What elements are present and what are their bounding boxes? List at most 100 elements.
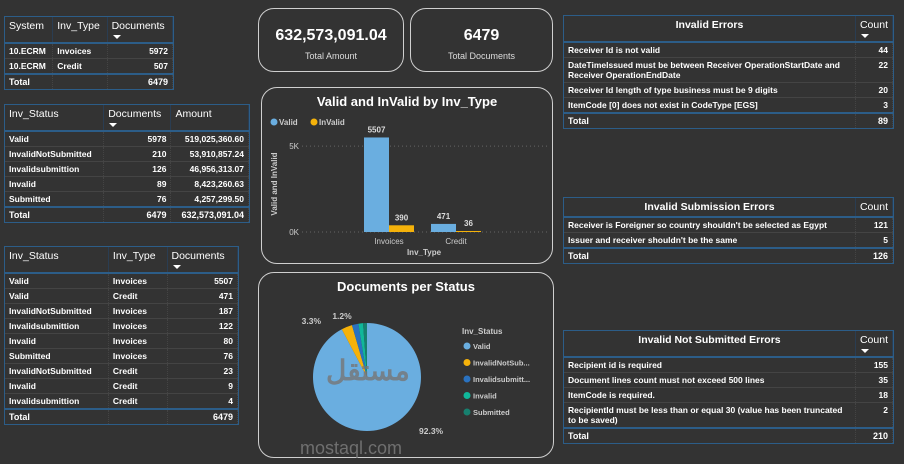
table-cell: 126 [855,247,894,263]
column-header[interactable]: Invalid Not Submitted Errors [564,331,856,358]
table-cell: Total [564,112,856,128]
kpi-label: Total Amount [304,51,358,61]
table-cell: 10.ECRM [5,43,54,59]
column-header[interactable]: Documents [167,247,238,274]
table-row: Invalidsubmittion Invoices 122 [5,318,238,334]
table-cell: Credit [52,58,108,75]
table-cell [52,73,108,89]
column-header[interactable]: System [5,17,54,44]
invalid-submission-errors-table: Invalid Submission Errors Count Receiver i… [563,197,894,264]
table-row: Valid Invoices 5507 [5,273,238,289]
table-row: Valid Credit 471 [5,288,238,304]
table-cell: 89 [103,176,172,192]
legend-label: Valid [279,118,298,127]
table-cell: 8,423,260.63 [170,176,249,192]
table-cell: 23 [167,363,238,379]
table-cell: ItemCode [0] does not exist in CodeType … [564,97,856,114]
table-cell: 6479 [107,73,174,89]
table-cell: ItemCode is required. [564,387,856,403]
table-cell: Total [5,206,105,222]
column-header[interactable]: Inv_Status [5,105,105,132]
table-cell [108,408,168,424]
table-cell: Invoices [108,348,168,364]
table-cell: 10.ECRM [5,58,54,75]
table-cell: 187 [167,303,238,319]
column-header[interactable]: Count [855,16,894,43]
table-cell: Valid [5,288,109,304]
table-row: DateTimeIssued must be between Receiver … [564,57,894,83]
column-header[interactable]: Documents [103,105,172,132]
legend-label: Valid [473,342,491,351]
legend-marker [463,359,471,366]
legend-label: InValid [319,118,345,127]
column-header[interactable]: Count [855,198,894,218]
x-axis-label: Inv_Type [407,248,442,257]
table-cell: Total [5,408,109,424]
table-cell: Valid [5,273,109,289]
table-cell: Invoices [52,43,108,59]
table-cell: Invoices [108,273,168,289]
table-cell: Invalidsubmittion [5,161,105,177]
legend-marker [463,375,471,383]
table-cell: DateTimeIssued must be between Receiver … [564,57,856,83]
legend-label: Submitted [473,408,510,417]
table-cell: 507 [107,58,174,75]
table-row: Document lines count must not exceed 500… [564,372,894,388]
column-header[interactable]: Invalid Errors [564,16,856,43]
table-cell: InvalidNotSubmitted [5,303,109,319]
status-amount-table: Inv_Status Documents Amount Valid 5978 519,02… [4,104,250,223]
legend-marker [270,118,278,126]
kpi-total-documents: 6479 Total Documents [410,8,553,72]
column-header[interactable]: Documents [107,17,174,44]
data-label: 5507 [368,125,386,134]
kpi-value: 6479 [463,27,500,44]
table-cell: Invalid [5,378,109,394]
column-header[interactable]: Invalid Submission Errors [564,198,856,218]
total-row: Total 6479 [5,408,238,424]
table-cell: 18 [855,387,894,403]
table-cell: Submitted [5,191,105,208]
column-header[interactable]: Inv_Type [108,247,168,274]
table-cell: Receiver Id length of type business must… [564,82,856,98]
table-row: 10.ECRM Invoices 5972 [5,43,174,59]
table-cell: Invoices [108,318,168,334]
table-cell: Credit [108,378,168,394]
invalid-not-submitted-errors-table: Invalid Not Submitted Errors Count Recipie… [563,330,894,444]
table-cell: 122 [167,318,238,334]
legend-label: Invalidsubmitt... [473,375,530,384]
legend-label: Invalid [473,392,497,401]
table-row: Invalidsubmittion Credit 4 [5,393,238,410]
table-cell: 4 [167,393,238,410]
table-row: InvalidNotSubmitted 210 53,910,857.24 [5,146,249,162]
data-label: 390 [395,213,409,222]
data-label: 471 [437,212,451,221]
column-header[interactable]: Inv_Status [5,247,109,274]
kpi-value: 632,573,091.04 [275,27,387,44]
table-cell: 46,956,313.07 [170,161,249,177]
table-cell: 5507 [167,273,238,289]
y-axis-label: Valid and InValid [270,152,279,215]
table-cell: Invalid [5,176,105,192]
column-header[interactable]: Count [855,331,894,358]
table-row: InvalidNotSubmitted Invoices 187 [5,303,238,319]
table-cell: 5 [855,232,894,249]
table-cell: Issuer and receiver shouldn't be the sam… [564,232,856,249]
table-cell: 155 [855,357,894,373]
table-cell: 9 [167,378,238,394]
x-tick-label: Credit [445,237,467,246]
table-row: Receiver is Foreigner so country shouldn… [564,217,894,233]
legend-marker [310,118,318,126]
total-row: Total 89 [564,112,894,128]
pie-chart-card: Documents per Status 92.3% 3.3% 1.2% Inv_St… [258,272,554,458]
legend-marker [463,342,471,350]
table-cell: 3 [855,97,894,114]
y-tick-label: 0K [289,228,299,237]
table-cell: 632,573,091.04 [170,206,249,222]
table-cell: Document lines count must not exceed 500… [564,372,856,388]
table-row: Receiver Id length of type business must… [564,82,894,98]
column-header[interactable]: Inv_Type [52,17,108,44]
table-row: Receiver Id is not valid 44 [564,42,894,58]
pie-slice [351,323,367,377]
column-header[interactable]: Amount [170,105,249,132]
table-cell: 22 [855,57,894,83]
